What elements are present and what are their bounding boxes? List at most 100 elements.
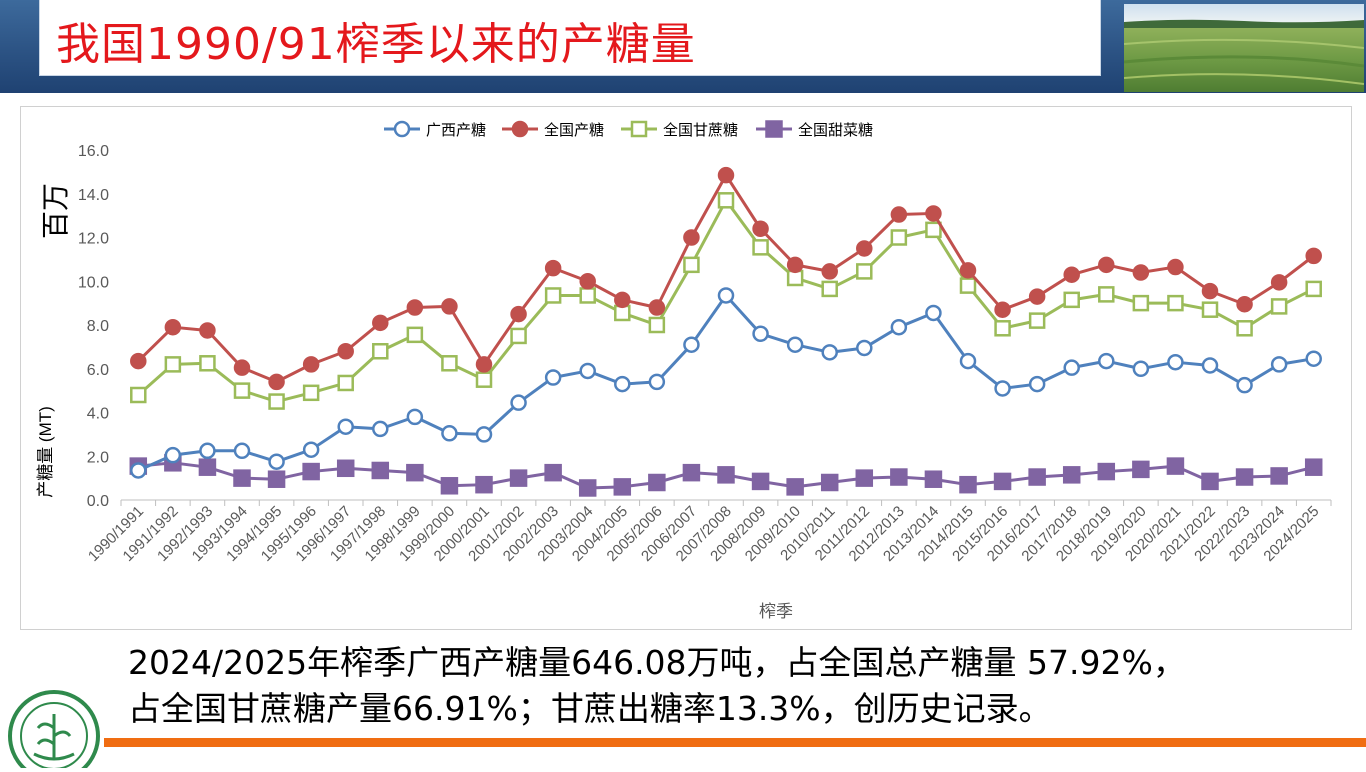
data-point [164,356,182,373]
data-point [475,356,493,373]
caption-line-2: 占全国甘蔗糖产量66.91%；甘蔗出糖率13.3%，创历史记录。 [128,689,1052,728]
data-point [648,316,666,334]
data-point [268,373,285,391]
data-point [510,394,527,411]
data-point [267,470,286,488]
series-2 [130,192,1322,410]
data-point [959,352,977,370]
data-point [509,469,528,487]
data-point [821,344,838,361]
data-point [475,426,493,443]
data-point [130,352,147,370]
data-point [717,287,735,304]
data-point [1132,360,1150,377]
data-point [614,291,631,309]
data-point [1201,472,1219,491]
chart-legend: 广西产糖 全国产糖 全国甘蔗糖 全国甜菜糖 [384,120,873,139]
data-point [1028,375,1046,393]
data-point [544,463,562,482]
title-box: 我国1990/91榨季以来的产糖量 [39,0,1101,76]
data-point [1028,312,1046,329]
data-point [233,442,251,460]
data-point [1236,295,1253,313]
data-point [1132,264,1150,281]
data-point [890,468,908,486]
data-point [856,263,873,280]
data-point [1270,467,1288,485]
data-point [164,318,182,336]
data-point [372,314,389,332]
data-point [579,362,596,380]
legend-label: 全国甘蔗糖 [663,121,738,139]
data-point [717,466,735,484]
data-point [1201,357,1219,374]
caption-line-1: 2024/2025年榨季广西产糖量646.08万吨，占全国总产糖量 57.92%… [128,643,1186,682]
data-point [751,472,770,491]
data-point [302,384,320,402]
data-point [1201,282,1219,300]
data-point [372,420,389,438]
data-point [821,280,838,298]
data-point [199,355,216,372]
data-point [1028,288,1046,305]
data-point [302,356,320,373]
data-point [890,318,908,336]
data-point [1270,298,1288,315]
data-point [1063,291,1080,309]
data-point [406,463,424,482]
data-point [233,469,251,487]
data-point [1098,352,1115,370]
data-point [302,441,320,458]
data-point [890,229,908,246]
data-point [475,475,493,494]
data-point [579,287,596,304]
data-point [406,326,424,344]
legend-label: 全国产糖 [544,121,604,139]
logo-emblem [8,690,100,772]
data-point [786,478,804,496]
data-point [1305,350,1322,367]
data-point [856,339,873,357]
data-point [199,442,216,460]
data-point [820,473,839,492]
data-point [614,375,631,393]
data-point [199,322,216,339]
data-point [1304,458,1323,476]
data-point [1305,247,1322,265]
data-point [821,263,838,280]
data-point [268,393,285,410]
y-tick-label: 4.0 [87,406,109,423]
data-point [1132,294,1150,312]
y-axis: 0.0 2.0 4.0 6.0 8.0 10.0 12.0 14.0 16.0 [78,143,109,510]
data-point [682,463,701,482]
data-point [717,166,735,184]
legend-label: 广西产糖 [426,122,486,139]
data-point [198,458,217,476]
data-point [372,343,389,360]
data-point [925,221,942,239]
sugar-production-line-chart: 广西产糖 全国产糖 全国甘蔗糖 全国甜菜糖 0.0 2.0 4.0 6.0 8.0 10.0 12… [36,120,1332,621]
data-point [1236,320,1253,337]
data-point [441,425,458,442]
data-point [1235,468,1254,486]
data-point [752,325,769,342]
data-point [925,205,942,222]
data-point [130,462,147,479]
data-point [510,327,527,345]
data-point [302,462,320,481]
y-axis-unit-label: 百万 [41,183,72,239]
y-tick-label: 16.0 [78,143,109,160]
data-point [544,259,562,277]
data-point [441,355,458,372]
series-0 [130,287,1322,479]
header-banner: 我国1990/91榨季以来的产糖量 [0,0,1366,93]
data-point [233,382,251,399]
data-point [579,273,596,290]
data-point [924,470,943,488]
data-point [752,239,769,256]
data-point [130,386,147,404]
y-tick-label: 0.0 [87,493,109,510]
data-point [1167,353,1184,371]
data-point [371,461,390,480]
data-point [630,120,648,138]
